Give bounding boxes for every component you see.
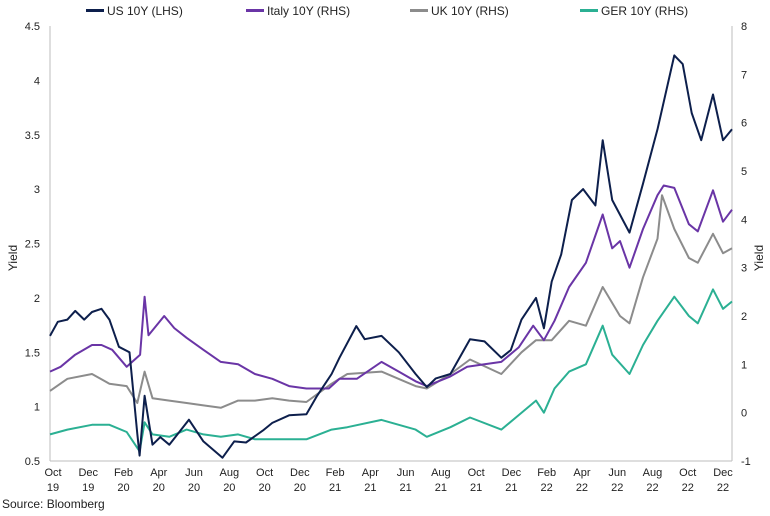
series-line-italy: [49, 184, 733, 390]
x-tick-label: Apr 22: [573, 467, 590, 494]
right-tick-label: 8: [741, 21, 747, 33]
legend-label: Italy 10Y (RHS): [267, 4, 351, 18]
legend-swatch: [410, 9, 428, 13]
x-tick-label: Apr 20: [150, 467, 167, 494]
series-line-ger: [49, 288, 733, 453]
left-tick-label: 3.5: [25, 130, 40, 142]
x-tick-label: Jun 22: [608, 467, 626, 494]
legend-label: US 10Y (LHS): [107, 4, 183, 18]
x-tick-label: Feb 22: [537, 467, 556, 494]
left-tick-label: 2: [34, 293, 40, 305]
right-tick-label: 3: [741, 263, 747, 275]
legend-swatch: [246, 9, 264, 13]
left-tick-label: 4: [34, 75, 40, 87]
x-tick-label: Jun 21: [397, 467, 415, 494]
right-tick-label: 5: [741, 166, 747, 178]
legend-item: US 10Y (LHS): [86, 2, 183, 20]
x-tick-label: Feb 21: [326, 467, 345, 494]
legend-swatch: [580, 9, 598, 13]
x-tick-label: Dec 22: [713, 467, 733, 494]
series-line-us: [49, 54, 733, 459]
left-tick-label: 1: [34, 402, 40, 414]
right-tick-label: 4: [741, 214, 747, 226]
x-tick-label: Jun 20: [185, 467, 203, 494]
right-tick-label: 1: [741, 359, 747, 371]
x-tick-label: Apr 21: [362, 467, 379, 494]
x-tick-label: Dec 20: [290, 467, 310, 494]
left-tick-label: 0.5: [25, 456, 40, 468]
legend-item: GER 10Y (RHS): [580, 2, 688, 20]
plot-area: 0.5 1 1.5 2 2.5 3 3.5 4 4.5 -1 0 1 2 3 4 5 6 7 8 Oct 19 Dec 19…: [25, 21, 751, 494]
chart-legend: US 10Y (LHS) Italy 10Y (RHS) UK 10Y (RHS) G…: [0, 2, 770, 20]
x-tick-label: Aug 22: [643, 467, 663, 494]
left-tick-label: 4.5: [25, 21, 40, 33]
legend-item: Italy 10Y (RHS): [246, 2, 350, 20]
right-axis-title: Yield: [752, 245, 766, 271]
x-tick-label: Dec 19: [78, 467, 98, 494]
right-tick-label: 7: [741, 69, 747, 81]
x-tick-label: Oct 22: [679, 467, 696, 494]
x-tick-label: Oct 19: [44, 467, 61, 494]
right-tick-label: 0: [741, 408, 747, 420]
legend-item: UK 10Y (RHS): [410, 2, 509, 20]
x-tick-label: Aug 21: [431, 467, 451, 494]
x-tick-label: Dec 21: [502, 467, 522, 494]
right-tick-label: 6: [741, 118, 747, 130]
x-tick-label: Oct 20: [256, 467, 273, 494]
legend-label: GER 10Y (RHS): [601, 4, 689, 18]
x-tick-label: Feb 20: [114, 467, 133, 494]
right-tick-label: 2: [741, 311, 747, 323]
x-tick-label: Oct 21: [468, 467, 485, 494]
left-tick-label: 1.5: [25, 347, 40, 359]
left-axis-title: Yield: [6, 245, 20, 271]
left-tick-label: 2.5: [25, 239, 40, 251]
x-tick-label: Aug 20: [220, 467, 240, 494]
left-tick-label: 3: [34, 184, 40, 196]
source-note: Source: Bloomberg: [2, 497, 105, 511]
right-tick-label: -1: [741, 456, 751, 468]
legend-label: UK 10Y (RHS): [431, 4, 509, 18]
series-line-uk: [49, 194, 733, 409]
legend-swatch: [86, 9, 104, 13]
